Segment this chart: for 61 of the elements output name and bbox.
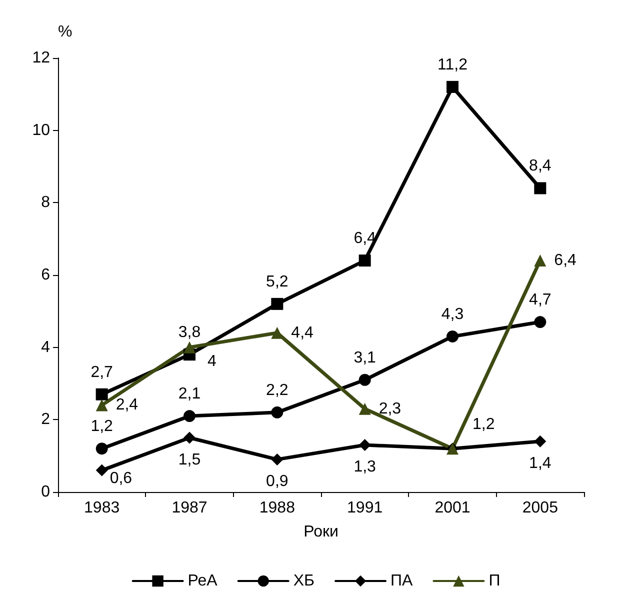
point	[96, 399, 108, 412]
y-tick-label: 4	[41, 338, 50, 356]
point	[534, 435, 546, 448]
y-axis-title: %	[58, 24, 72, 40]
x-axis-title: Роки	[304, 524, 338, 540]
point	[534, 254, 546, 267]
legend-label: ПА	[390, 572, 414, 590]
data-label: 1,2	[90, 418, 114, 436]
data-label: 1,2	[472, 416, 495, 434]
data-label: 6,4	[554, 252, 577, 270]
point	[184, 432, 196, 444]
x-tick-label: 1987	[172, 500, 208, 516]
data-label: 2,4	[116, 396, 138, 414]
y-tick-label: 0	[41, 484, 50, 500]
point	[358, 438, 371, 451]
point	[271, 406, 284, 418]
x-tick-label: 2005	[522, 500, 558, 516]
point	[358, 374, 371, 386]
data-label: 3,8	[178, 324, 201, 342]
data-label: 2,7	[90, 364, 114, 381]
point	[446, 80, 458, 93]
data-label: 11,2	[438, 56, 468, 74]
data-label: 0,6	[110, 470, 132, 487]
y-tick-label: 8	[41, 194, 50, 212]
x-tick-label: 1991	[347, 500, 383, 516]
point	[534, 182, 546, 194]
data-label: 0,9	[266, 472, 288, 490]
data-label: 2,2	[266, 382, 288, 399]
y-tick-label: 10	[32, 122, 50, 139]
data-label: 1,3	[354, 458, 376, 476]
data-label: 2,1	[178, 386, 201, 403]
legend-label: П	[488, 572, 500, 590]
x-tick-label: 1983	[84, 500, 120, 516]
point	[184, 410, 196, 422]
data-label: 4,4	[291, 324, 314, 342]
point	[96, 442, 108, 455]
data-label: 1,4	[529, 454, 552, 472]
point	[271, 298, 284, 310]
data-label: 4,7	[529, 292, 552, 309]
point	[271, 453, 284, 466]
point	[446, 330, 458, 342]
point	[96, 388, 108, 400]
point	[358, 254, 371, 267]
x-tick-label: 2001	[434, 500, 470, 516]
legend-label: РеА	[188, 572, 218, 590]
x-tick-label: 1988	[259, 500, 296, 516]
data-label: 1,5	[178, 451, 201, 468]
point	[534, 316, 546, 328]
legend-label: ХБ	[293, 572, 315, 590]
data-label: 3,1	[354, 349, 376, 366]
y-tick-label: 2	[41, 411, 50, 428]
y-tick-label: 12	[32, 50, 50, 66]
data-label: 4,3	[441, 306, 464, 323]
data-label: 5,2	[266, 273, 288, 290]
point	[184, 341, 196, 354]
point	[96, 464, 108, 476]
y-tick-label: 6	[41, 266, 50, 284]
point	[358, 402, 371, 415]
data-label: 4	[208, 352, 216, 370]
data-label: 2,3	[378, 400, 402, 418]
data-label: 8,4	[529, 158, 552, 175]
